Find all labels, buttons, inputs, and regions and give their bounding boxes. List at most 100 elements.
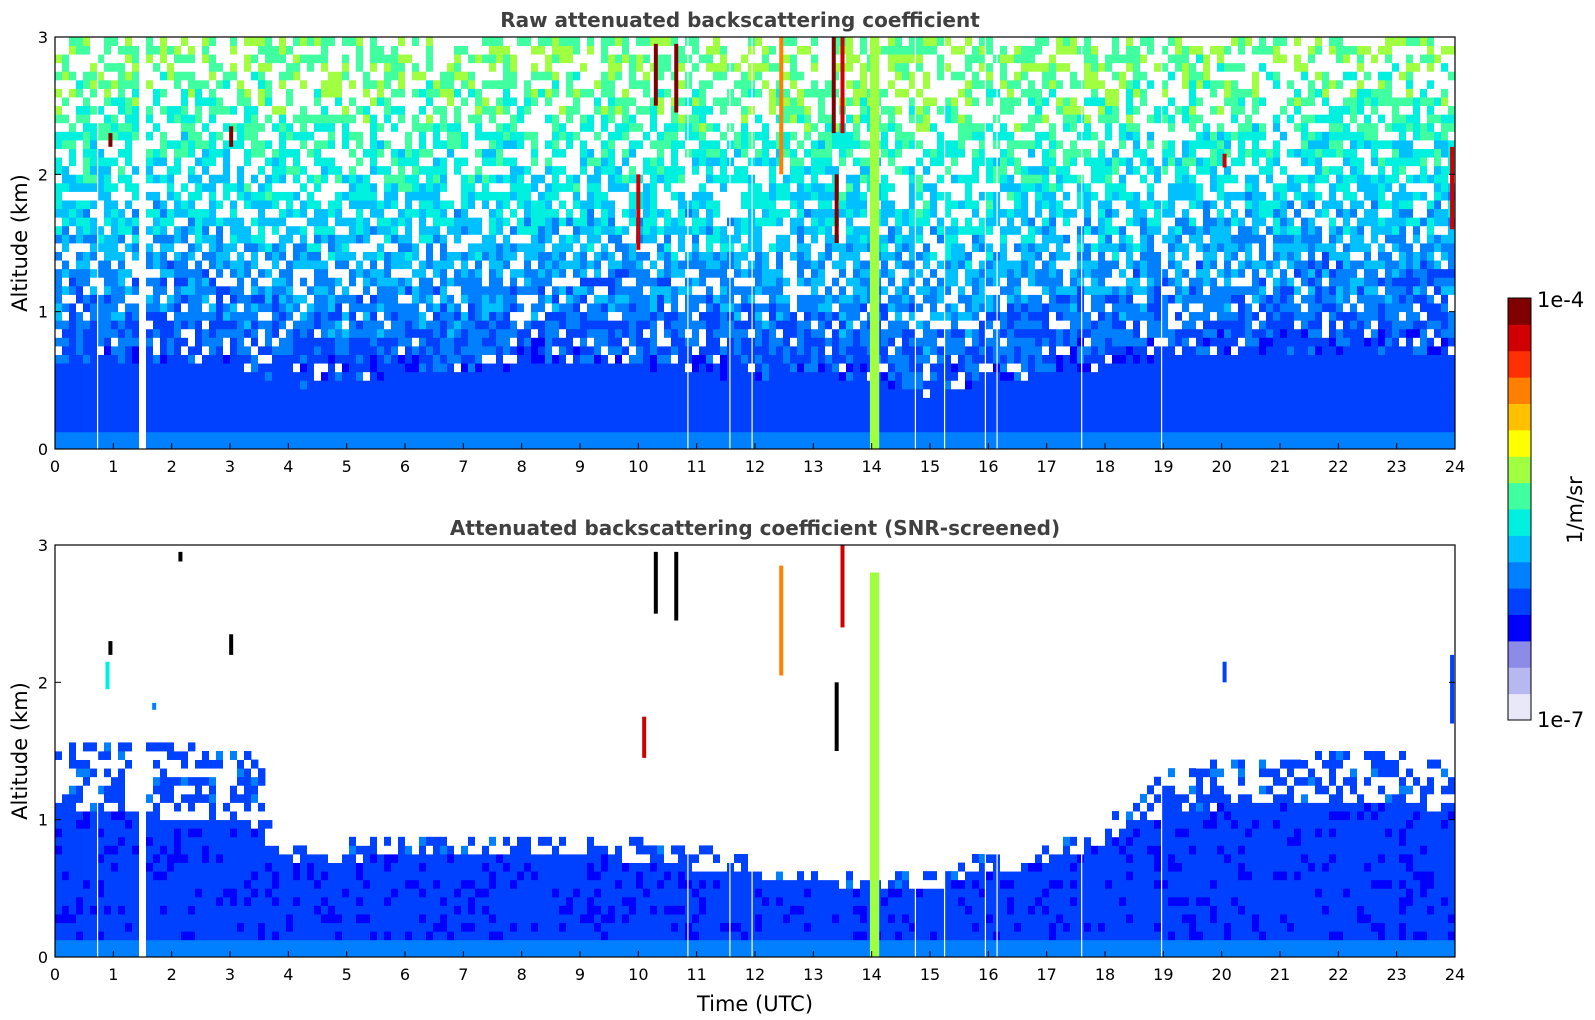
heatmap-cell (146, 140, 154, 149)
heatmap-cell (391, 148, 399, 158)
heatmap-cell (706, 388, 714, 398)
heatmap-cell (160, 37, 168, 46)
heatmap-cell (468, 79, 476, 89)
heatmap-cell (251, 165, 259, 175)
heatmap-cell (496, 268, 504, 278)
heatmap-cell (468, 440, 476, 450)
heatmap-cell (412, 54, 420, 64)
heatmap-cell (559, 397, 567, 407)
heatmap-cell (692, 182, 700, 192)
heatmap-cell (650, 208, 658, 218)
heatmap-cell (216, 346, 224, 355)
heatmap-cell (335, 371, 343, 381)
heatmap-cell (440, 371, 448, 381)
heatmap-cell (244, 354, 252, 364)
heatmap-cell (734, 71, 742, 81)
heatmap-cell (440, 260, 448, 270)
heatmap-cell (181, 363, 189, 373)
heatmap-cell (608, 114, 616, 124)
heatmap-cell (370, 414, 378, 424)
heatmap-cell (314, 260, 322, 270)
heatmap-cell (258, 268, 266, 278)
heatmap-cell (300, 225, 308, 235)
heatmap-cell (440, 114, 448, 124)
heatmap-cell (433, 148, 441, 158)
heatmap-cell (405, 71, 413, 81)
heatmap-cell (202, 431, 210, 441)
heatmap-cell (720, 114, 728, 124)
heatmap-cell (657, 114, 665, 124)
heatmap-cell (440, 191, 448, 201)
heatmap-cell (706, 148, 714, 158)
heatmap-cell (475, 243, 483, 252)
heatmap-cell (146, 191, 154, 201)
heatmap-cell (713, 388, 721, 398)
heatmap-cell (258, 303, 266, 313)
heatmap-cell (440, 303, 448, 313)
heatmap-cell (692, 122, 700, 132)
heatmap-cell (755, 71, 763, 81)
heatmap-cell (643, 251, 651, 261)
heatmap-cell (566, 191, 574, 201)
heatmap-cell (671, 363, 679, 373)
heatmap-cell (713, 208, 721, 218)
heatmap-cell (230, 354, 238, 364)
heatmap-cell (314, 182, 322, 192)
heatmap-cell (286, 174, 294, 184)
heatmap-cell (566, 440, 574, 450)
heatmap-cell (279, 423, 287, 433)
heatmap-cell (762, 191, 770, 201)
heatmap-cell (412, 337, 420, 347)
heatmap-cell (489, 208, 497, 218)
heatmap-cell (377, 243, 385, 252)
heatmap-cell (174, 157, 182, 167)
heatmap-cell (755, 380, 763, 390)
heatmap-cell (643, 131, 651, 141)
heatmap-cell (538, 354, 546, 364)
heatmap-cell (321, 423, 329, 433)
heatmap-cell (545, 54, 553, 64)
heatmap-cell (657, 285, 665, 295)
heatmap-cell (363, 337, 371, 347)
heatmap-cell (440, 328, 448, 338)
heatmap-cell (202, 200, 210, 210)
heatmap-cell (342, 320, 350, 330)
heatmap-cell (496, 328, 504, 338)
heatmap-cell (293, 268, 301, 278)
heatmap-cell (419, 191, 427, 201)
heatmap-cell (489, 388, 497, 398)
heatmap-cell (552, 328, 560, 338)
heatmap-cell (181, 114, 189, 124)
heatmap-cell (510, 328, 518, 338)
heatmap-cell (314, 328, 322, 338)
heatmap-cell (447, 251, 455, 261)
heatmap-cell (272, 268, 280, 278)
heatmap-cell (83, 388, 91, 398)
heatmap-cell (615, 88, 623, 98)
heatmap-cell (244, 182, 252, 192)
heatmap-cell (713, 440, 721, 450)
heatmap-cell (643, 431, 651, 441)
heatmap-cell (615, 105, 623, 115)
heatmap-cell (62, 208, 70, 218)
heatmap-cell (489, 260, 497, 270)
heatmap-cell (678, 294, 686, 304)
heatmap-cell (398, 131, 406, 141)
heatmap-cell (118, 71, 126, 81)
heatmap-cell (440, 268, 448, 278)
heatmap-cell (657, 397, 665, 407)
heatmap-cell (300, 406, 308, 416)
heatmap-cell (76, 217, 84, 227)
heatmap-cell (762, 62, 770, 72)
heatmap-cell (356, 217, 364, 227)
heatmap-cell (335, 328, 343, 338)
heatmap-cell (384, 88, 392, 98)
heatmap-cell (55, 45, 63, 55)
heatmap-cell (440, 37, 448, 46)
heatmap-cell (454, 440, 462, 450)
heatmap-cell (216, 45, 224, 55)
heatmap-cell (482, 54, 490, 64)
heatmap-cell (657, 200, 665, 210)
heatmap-cell (685, 122, 693, 132)
heatmap-cell (573, 303, 581, 313)
